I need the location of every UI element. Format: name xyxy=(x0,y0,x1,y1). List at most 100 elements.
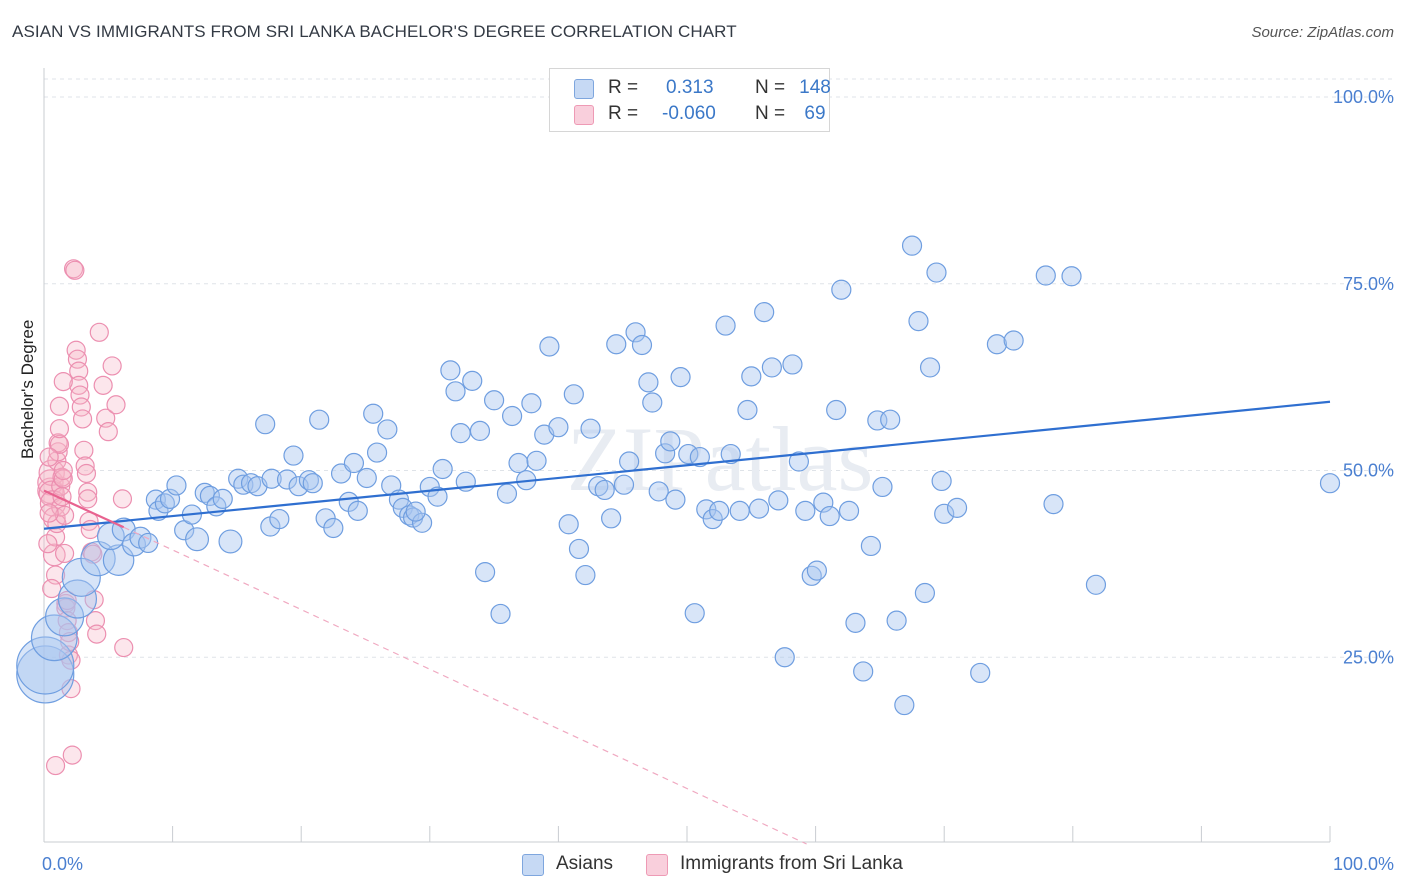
asian-point xyxy=(737,399,758,421)
asian-point xyxy=(845,612,866,633)
asian-point xyxy=(986,334,1008,355)
legend-r-label: R = xyxy=(608,103,639,124)
asian-point xyxy=(521,393,542,414)
sri-lanka-point xyxy=(53,469,73,489)
asian-point xyxy=(754,302,775,323)
asian-point xyxy=(748,498,770,519)
sri-lanka-point xyxy=(54,505,75,525)
asian-point xyxy=(660,431,681,452)
asian-point xyxy=(1003,330,1024,351)
asian-point xyxy=(931,470,952,492)
sri-lanka-point xyxy=(89,322,109,342)
asian-point xyxy=(901,235,923,256)
asian-point xyxy=(30,614,78,662)
asian-point xyxy=(886,610,907,631)
asian-point xyxy=(16,636,75,695)
asian-point xyxy=(684,603,705,624)
asian-point xyxy=(665,489,686,510)
grid-lines xyxy=(44,78,1392,658)
y-tick-label: 100.0% xyxy=(1333,87,1394,107)
sri-lanka-point xyxy=(45,755,66,776)
legend-r-label: R = xyxy=(608,77,639,98)
sri-lanka-point xyxy=(102,356,122,376)
asian-point xyxy=(702,508,723,530)
asian-point xyxy=(934,503,955,524)
asian-point xyxy=(440,360,461,381)
sri-lanka-point xyxy=(98,422,118,442)
asian-point xyxy=(594,479,615,501)
asian-point xyxy=(218,529,243,554)
asian-point xyxy=(563,384,584,405)
asian-point xyxy=(788,451,809,472)
sri-lanka-point xyxy=(42,506,66,530)
asian-point xyxy=(625,322,646,343)
asian-point xyxy=(199,485,220,506)
sri-lanka-point xyxy=(72,409,93,429)
asian-point xyxy=(768,490,789,511)
asian-point xyxy=(715,315,736,336)
asian-point xyxy=(655,443,676,464)
asian-point xyxy=(908,311,929,332)
asian-point xyxy=(853,661,874,682)
asian-point xyxy=(761,357,782,378)
asian-point xyxy=(970,662,991,684)
asian-point xyxy=(678,443,699,465)
asian-point xyxy=(469,420,491,442)
asian-point xyxy=(432,458,453,480)
legend-r-value: 0.313 xyxy=(666,77,714,98)
asian-point xyxy=(782,354,803,375)
sri-lanka-point xyxy=(39,503,59,523)
asian-point xyxy=(580,418,601,439)
sri-lanka-point xyxy=(69,361,89,381)
asian-point xyxy=(826,399,847,421)
sri-lanka-point xyxy=(42,578,62,599)
sri-lanka-point xyxy=(54,543,75,564)
asian-point xyxy=(795,500,816,521)
asian-point xyxy=(946,497,968,518)
asian-point xyxy=(729,500,750,521)
asian-point xyxy=(894,694,915,716)
asian-point xyxy=(323,517,344,539)
asian-point xyxy=(366,442,388,463)
asian-point xyxy=(347,500,368,521)
asian-point xyxy=(185,527,210,552)
asian-point xyxy=(774,647,795,668)
sri-lanka-point xyxy=(78,489,98,509)
sri-lanka-points xyxy=(37,259,134,776)
asian-point xyxy=(613,474,635,495)
asian-point xyxy=(343,452,365,474)
asian-point xyxy=(138,532,159,554)
asian-point xyxy=(496,483,518,504)
sri-lanka-point xyxy=(114,637,134,658)
asian-point xyxy=(255,414,276,435)
sri-lanka-point xyxy=(76,463,97,484)
asian-point xyxy=(880,409,901,430)
axes xyxy=(43,68,1331,843)
sri-lanka-trend-extension xyxy=(123,526,807,845)
sri-lanka-point xyxy=(83,544,103,564)
legend-n-label: N = xyxy=(755,103,786,124)
asian-point xyxy=(838,500,860,521)
asian-point xyxy=(261,468,282,489)
asian-point xyxy=(159,488,181,509)
x-tick-label: 0.0% xyxy=(42,854,83,874)
asian-point xyxy=(709,500,730,521)
asian-point xyxy=(298,470,320,491)
asian-point xyxy=(919,357,941,378)
asian-point xyxy=(568,538,590,560)
asian-point xyxy=(1061,266,1082,287)
asian-point xyxy=(445,381,466,402)
asian-point xyxy=(689,446,710,468)
sri-lanka-point xyxy=(93,375,113,395)
asian-point xyxy=(450,423,471,444)
sri-lanka-point xyxy=(48,433,68,453)
asian-point xyxy=(526,450,547,471)
legend-r-value: -0.060 xyxy=(662,103,716,124)
bottom-legend-label-sri-lanka: Immigrants from Sri Lanka xyxy=(680,853,903,874)
asian-point xyxy=(484,390,505,411)
asian-point xyxy=(269,508,290,530)
sri-lanka-point xyxy=(49,434,70,454)
asian-point xyxy=(1035,265,1056,286)
y-tick-label: 25.0% xyxy=(1343,647,1394,667)
asian-point xyxy=(670,367,691,388)
